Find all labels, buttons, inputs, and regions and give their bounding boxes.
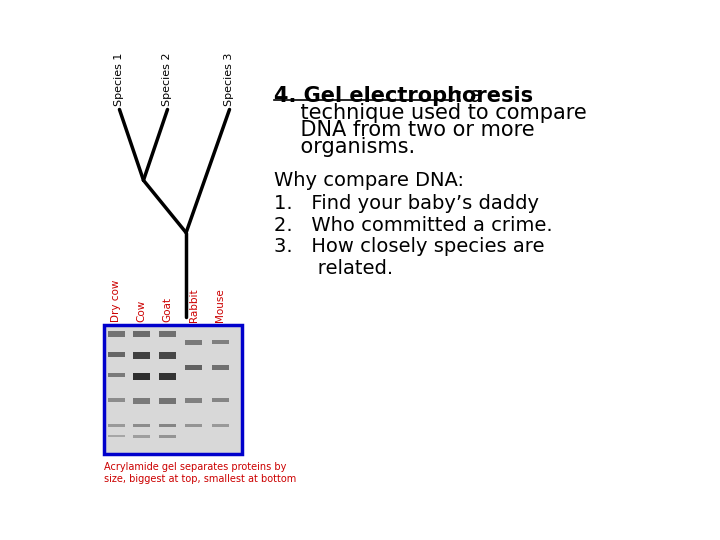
Bar: [159, 373, 176, 380]
Bar: [108, 423, 125, 427]
Bar: [159, 352, 176, 359]
Text: Species 2: Species 2: [163, 53, 173, 106]
Bar: [108, 435, 125, 437]
Bar: [159, 331, 176, 336]
Bar: [104, 325, 242, 455]
Text: 2.   Who committed a crime.: 2. Who committed a crime.: [274, 215, 553, 235]
Bar: [212, 398, 229, 402]
Bar: [159, 423, 176, 428]
Bar: [132, 331, 150, 336]
Bar: [108, 352, 125, 357]
Bar: [132, 352, 150, 359]
Text: 1.   Find your baby’s daddy: 1. Find your baby’s daddy: [274, 194, 539, 213]
Bar: [212, 423, 229, 427]
Bar: [132, 398, 150, 403]
Bar: [108, 331, 125, 336]
Bar: [159, 435, 176, 438]
Text: Goat: Goat: [163, 297, 173, 322]
Bar: [212, 340, 229, 345]
Text: Species 1: Species 1: [114, 53, 125, 106]
Text: Acrylamide gel separates proteins by
size, biggest at top, smallest at bottom: Acrylamide gel separates proteins by siz…: [104, 462, 296, 484]
Bar: [108, 398, 125, 402]
Text: Cow: Cow: [136, 300, 146, 322]
Text: Mouse: Mouse: [215, 288, 225, 322]
Text: DNA from two or more: DNA from two or more: [274, 120, 535, 140]
Bar: [108, 373, 125, 377]
Text: organisms.: organisms.: [274, 137, 415, 157]
Text: Dry cow: Dry cow: [112, 280, 122, 322]
Bar: [185, 340, 202, 345]
Bar: [185, 423, 202, 427]
Bar: [132, 373, 150, 380]
Text: technique used to compare: technique used to compare: [274, 103, 588, 123]
Text: Why compare DNA:: Why compare DNA:: [274, 171, 464, 190]
Text: 3.   How closely species are: 3. How closely species are: [274, 237, 545, 256]
Text: Species 3: Species 3: [225, 53, 235, 106]
Text: 4. Gel electrophoresis: 4. Gel electrophoresis: [274, 86, 534, 106]
Bar: [159, 398, 176, 403]
Bar: [132, 423, 150, 428]
Bar: [185, 398, 202, 403]
Bar: [132, 435, 150, 438]
Bar: [185, 365, 202, 370]
Bar: [212, 365, 229, 370]
Text: related.: related.: [274, 259, 394, 278]
Text: Rabbit: Rabbit: [189, 288, 199, 322]
Text: : a: : a: [456, 86, 482, 106]
